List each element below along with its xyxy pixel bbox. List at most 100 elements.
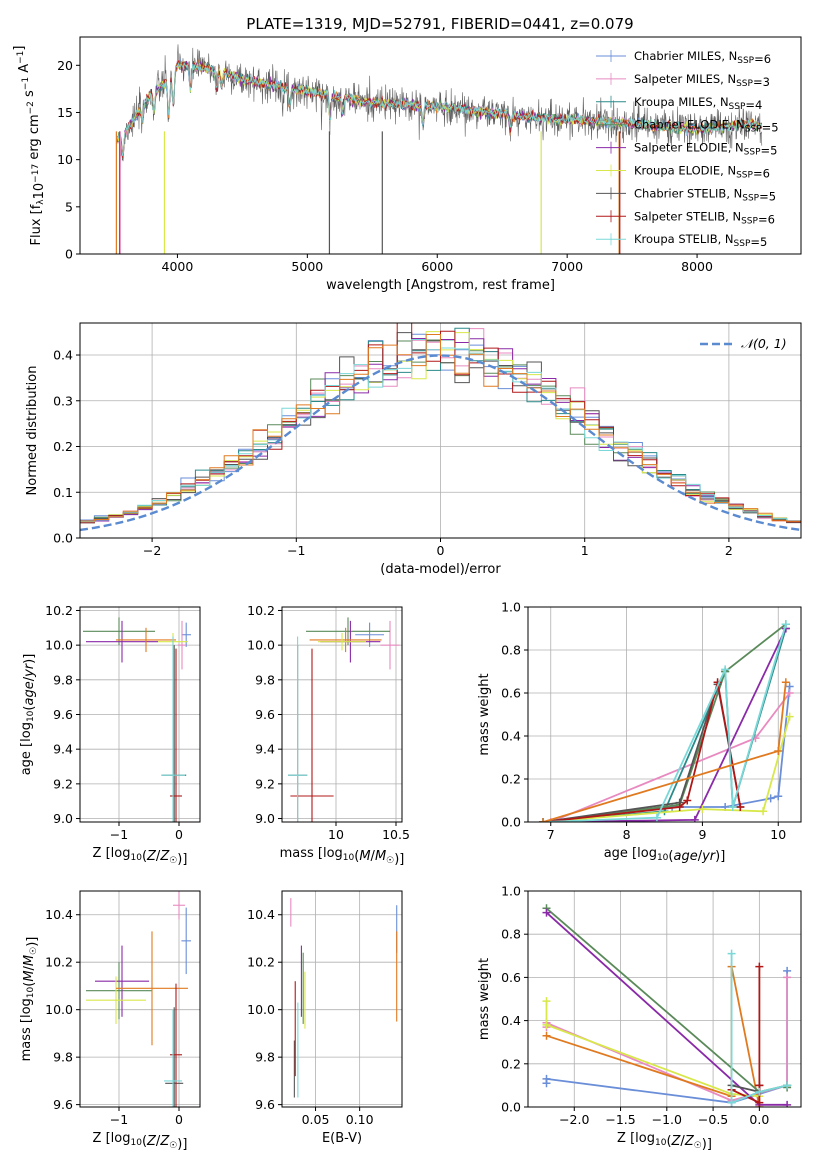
y-tick-label: 9.0: [255, 811, 275, 826]
y-tick-label: 0.3: [53, 393, 73, 408]
x-tick-label: −1: [287, 543, 305, 558]
legend-label: Salpeter STELIB, NSSP=6: [634, 209, 775, 226]
y-tick-label: 0.1: [53, 485, 73, 500]
y-tick-label: 9.8: [255, 672, 275, 687]
series-marker: [783, 1081, 792, 1090]
spectrum-legend: Chabrier MILES, NSSP=6 Salpeter MILES, NS…: [596, 49, 779, 249]
y-axis-label: mass [log10(M/M☉)]: [19, 937, 40, 1062]
y-tick-label: 0.4: [53, 348, 73, 363]
series-line: [543, 623, 787, 822]
series-marker: [785, 712, 794, 721]
x-tick-label: 8: [623, 827, 631, 842]
weight-vs-age-marks: [539, 620, 794, 822]
y-tick-label: 15: [57, 105, 73, 120]
legend-label: Chabrier MILES, NSSP=6: [634, 49, 771, 66]
series-marker: [652, 813, 661, 822]
x-axis-label: Z [log10(Z/Z☉)]: [617, 1131, 712, 1152]
y-tick-label: 9.6: [53, 1097, 73, 1112]
weight-vs-z-plot: −2.0 −1.5 −1.0 −0.5 0.0 0.0 0.2 0.4 0.6 0.8 1.0 Z […: [477, 884, 802, 1152]
legend-label: Chabrier STELIB, NSSP=5: [634, 186, 776, 203]
y-tick-label: 0.2: [501, 1056, 521, 1071]
mass-vs-ebv-marks: [290, 898, 398, 1098]
residual-hist-plot: −2 −1 0 1 2 0.0 0.1 0.2 0.3 0.4 (data-model)/error…: [25, 322, 802, 577]
series-marker: [774, 792, 783, 801]
legend-label: Chabrier ELODIE, NSSP=5: [634, 118, 779, 135]
histogram-step: [80, 334, 801, 522]
spectrum-line: [119, 44, 763, 254]
series-line: [730, 953, 788, 1105]
series-line: [543, 628, 787, 822]
series-marker: [542, 997, 551, 1006]
y-tick-label: 0.0: [501, 815, 521, 830]
figure-title: PLATE=1319, MJD=52791, FIBERID=0441, z=0…: [246, 15, 633, 33]
legend-label: Salpeter ELODIE, NSSP=5: [634, 141, 777, 158]
y-tick-label: 0.0: [53, 531, 73, 546]
series-marker: [781, 678, 790, 687]
axes-frame: [79, 890, 201, 1108]
spectrum-plot: 4000 5000 6000 7000 8000 0 5 10 15 20 wavelength […: [12, 36, 802, 293]
y-tick-label: 9.8: [255, 1050, 275, 1065]
residual-hist-marks: [80, 323, 801, 532]
age-vs-mass-plot: 10 10.5 9.0 9.2 9.4 9.6 9.8 10.0 10.2 mass [log10…: [247, 603, 410, 867]
series-marker: [728, 802, 737, 811]
x-axis-label: wavelength [Angstrom, rest frame]: [326, 278, 555, 293]
x-axis-label: age [log10(age/yr)]: [604, 846, 726, 864]
x-tick-label: 0: [175, 1112, 183, 1127]
x-tick-label: −1.0: [652, 1112, 682, 1127]
y-tick-label: 10.0: [45, 638, 73, 653]
series-marker: [766, 794, 775, 803]
age-vs-z-plot: −1 0 9.0 9.2 9.4 9.6 9.8 10.0 10.2 Z [log10(Z/Z☉)…: [19, 603, 201, 867]
series-marker: [542, 1031, 551, 1040]
y-tick-label: 0.2: [53, 439, 73, 454]
series-line: [545, 1001, 760, 1098]
legend-label: 𝒩(0, 1): [741, 336, 787, 351]
series-marker: [727, 1098, 736, 1107]
series-marker: [755, 1098, 764, 1107]
y-tick-label: 9.4: [53, 742, 73, 757]
y-tick-label: 9.4: [255, 742, 275, 757]
x-tick-label: −2.0: [559, 1112, 589, 1127]
y-tick-label: 9.8: [53, 1050, 73, 1065]
x-tick-label: 4000: [162, 259, 194, 274]
series-marker: [542, 1020, 551, 1029]
age-vs-z-marks: [83, 617, 191, 822]
series-marker: [727, 949, 736, 958]
x-tick-label: 10.5: [382, 827, 410, 842]
x-axis-label: Z [log10(Z/Z☉)]: [93, 846, 188, 867]
series-marker: [759, 807, 768, 816]
series-line: [543, 684, 742, 822]
normal-curve: [80, 354, 801, 532]
weight-vs-age-plot: 7 8 9 10 0.0 0.2 0.4 0.6 0.8 1.0 age [log10(age/yr…: [477, 600, 802, 864]
y-axis-label: Normed distribution: [25, 366, 40, 496]
y-tick-label: 0.8: [501, 927, 521, 942]
y-tick-label: 9.0: [53, 811, 73, 826]
y-tick-label: 20: [57, 58, 73, 73]
y-tick-label: 10.2: [45, 955, 73, 970]
series-marker: [755, 1087, 764, 1096]
series-marker: [783, 1100, 792, 1107]
y-tick-label: 10.0: [247, 638, 275, 653]
x-tick-label: 5000: [291, 259, 323, 274]
x-tick-label: 1: [581, 543, 589, 558]
x-axis-label: E(B-V): [322, 1131, 362, 1146]
y-tick-label: 9.6: [53, 707, 73, 722]
series-marker: [785, 689, 794, 697]
y-tick-label: 0.6: [501, 686, 521, 701]
legend-label: Kroupa STELIB, NSSP=5: [634, 232, 767, 249]
axes-frame: [281, 890, 403, 1108]
y-tick-label: 9.2: [255, 776, 275, 791]
x-tick-label: −0.5: [698, 1112, 728, 1127]
y-axis-label: mass weight: [477, 958, 492, 1040]
age-vs-mass-marks: [288, 617, 400, 822]
x-tick-label: 7000: [551, 259, 583, 274]
x-tick-label: 10: [328, 827, 344, 842]
series-line: [543, 686, 791, 822]
x-tick-label: −1: [110, 827, 128, 842]
y-tick-label: 10.0: [45, 1002, 73, 1017]
y-tick-label: 10: [57, 152, 73, 167]
mass-vs-z-marks: [86, 891, 191, 1107]
series-marker: [698, 805, 707, 814]
x-tick-label: −2: [143, 543, 161, 558]
x-tick-label: 9: [698, 827, 706, 842]
